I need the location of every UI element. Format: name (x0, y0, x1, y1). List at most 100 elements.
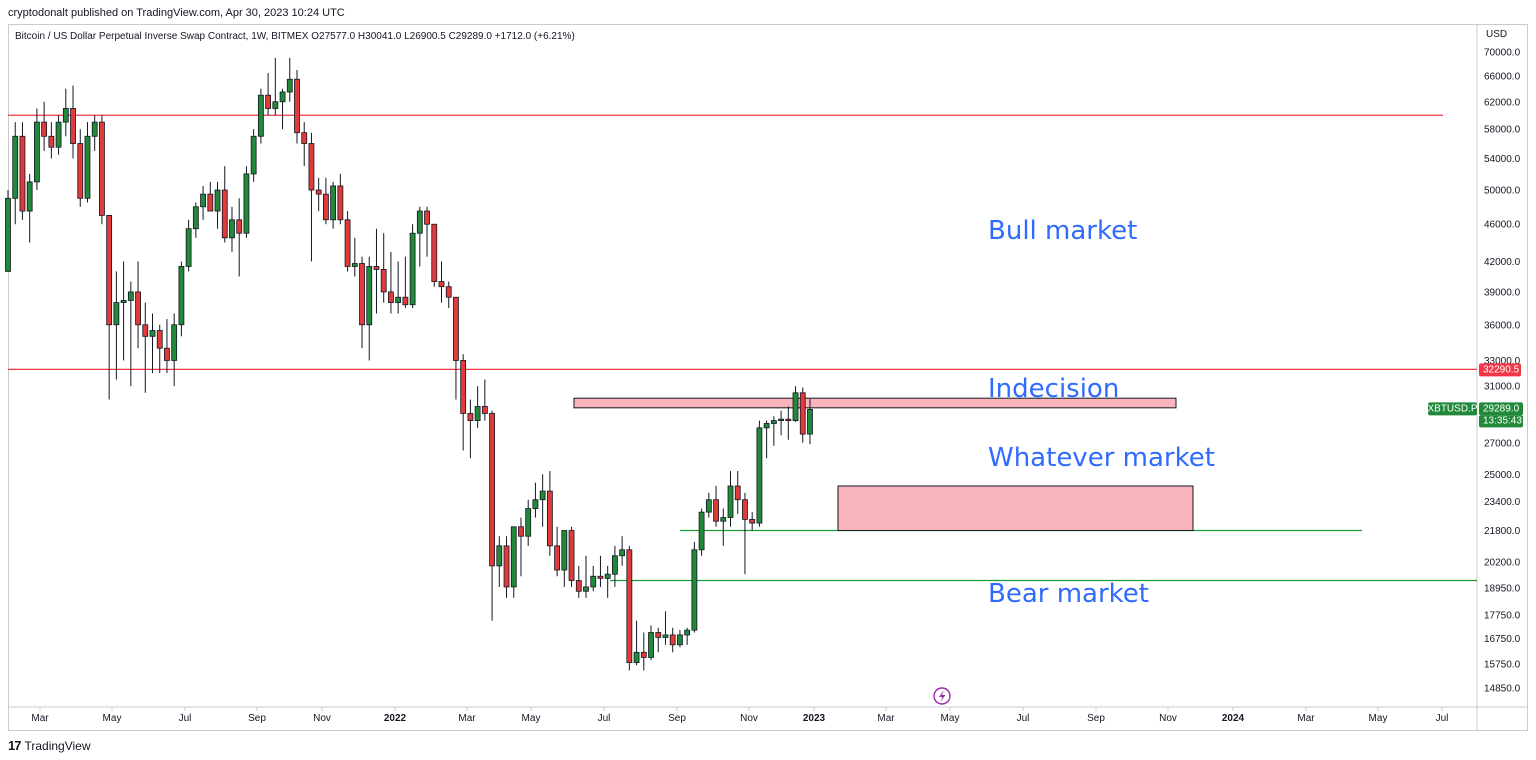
time-tick-label: Nov (1159, 713, 1177, 724)
price-tick-label: 58000.0 (1484, 125, 1521, 136)
price-tick-label: 16750.0 (1484, 634, 1521, 645)
candle-body (503, 545, 510, 588)
zone-box[interactable] (837, 485, 1194, 532)
candle (5, 190, 11, 272)
candle-body (41, 121, 48, 137)
candle-body (91, 121, 98, 137)
candle (395, 261, 402, 314)
candle (70, 85, 76, 159)
candle-body (792, 392, 799, 421)
time-tick-label: May (1369, 713, 1388, 724)
time-axis[interactable]: Mar May Jul Sep Nov 2022 Mar May Jul Sep Nov 2023 Ma… (31, 707, 1448, 724)
candle (359, 256, 365, 349)
symbol-tag: XBTUSD.P (1427, 403, 1477, 414)
candle-body (612, 555, 618, 575)
candle-body (62, 108, 69, 123)
price-tick-label: 15750.0 (1484, 659, 1521, 670)
candle (525, 499, 532, 546)
candle-body (286, 78, 293, 93)
candle (200, 185, 206, 220)
candle-body (243, 173, 250, 234)
candle-body (55, 121, 62, 148)
annotation-label: Whatever market (988, 443, 1215, 473)
candle-body (106, 214, 113, 326)
last-price-tag-bg (1479, 402, 1523, 416)
candle (720, 508, 727, 546)
candle-body (402, 296, 409, 306)
candle (330, 181, 337, 229)
candle-body (655, 632, 662, 638)
candle-body (330, 185, 337, 221)
candle (633, 620, 640, 666)
candle-body (359, 263, 365, 326)
time-tick-label: Jul (598, 713, 611, 724)
candle-body (221, 189, 228, 239)
candle-body (489, 413, 495, 567)
candle-body (388, 291, 394, 303)
candle (568, 526, 575, 587)
candle (185, 219, 192, 272)
candle (684, 627, 691, 645)
candle-body (691, 549, 698, 631)
candle-body (337, 185, 344, 221)
candle-body (807, 408, 813, 435)
candle (510, 526, 517, 598)
candle (257, 88, 264, 144)
chart-panel[interactable] (8, 24, 1528, 731)
candle (265, 73, 272, 116)
candle-body (705, 499, 712, 513)
candle-body (720, 517, 727, 522)
candle (770, 416, 777, 446)
tradingview-logo-icon: 17 (8, 738, 22, 753)
price-axis[interactable]: 70000.0 66000.0 62000.0 58000.0 54000.0 50000… (1484, 48, 1521, 695)
candle-body (294, 78, 300, 134)
time-tick-label: Jul (1017, 713, 1030, 724)
candle (366, 256, 373, 361)
candle (698, 508, 705, 556)
candle (156, 324, 163, 374)
time-tick-label: Mar (877, 713, 895, 724)
publisher-line: cryptodonalt published on TradingView.co… (8, 7, 345, 19)
candle (749, 512, 756, 531)
candle (243, 166, 250, 238)
candle (127, 281, 134, 387)
candle (561, 530, 568, 587)
price-tick-label: 33000.0 (1484, 356, 1521, 367)
candle (539, 474, 546, 527)
candle-body (583, 586, 589, 592)
candle (308, 132, 315, 262)
candle (445, 281, 452, 309)
candle (799, 387, 806, 443)
candle-body (640, 651, 647, 658)
candle-body (474, 406, 481, 421)
candle (453, 296, 459, 400)
candle-body (778, 418, 784, 421)
candle (742, 492, 748, 575)
candle-body (12, 135, 19, 199)
candle-body (785, 418, 792, 421)
candle-body (135, 291, 141, 326)
price-tick-label: 31000.0 (1484, 382, 1521, 393)
candle-body (120, 300, 127, 303)
candle (554, 526, 560, 577)
lightning-icon[interactable] (933, 687, 951, 705)
candle (604, 565, 611, 598)
candle (727, 471, 734, 527)
zone-box[interactable] (573, 397, 1177, 409)
zones (573, 397, 1194, 532)
candle-body (149, 330, 156, 337)
candle (590, 565, 597, 592)
candle (164, 319, 170, 374)
candle-body (156, 330, 163, 349)
candle-body (424, 210, 430, 225)
candle-body (308, 143, 315, 191)
candle (583, 555, 589, 598)
time-tick-label: Nov (740, 713, 758, 724)
candle (301, 122, 308, 167)
time-tick-label: 2022 (384, 713, 407, 724)
candle-body (727, 485, 734, 518)
candle (142, 302, 149, 393)
candle-body (250, 135, 257, 175)
candle-body (229, 219, 235, 239)
